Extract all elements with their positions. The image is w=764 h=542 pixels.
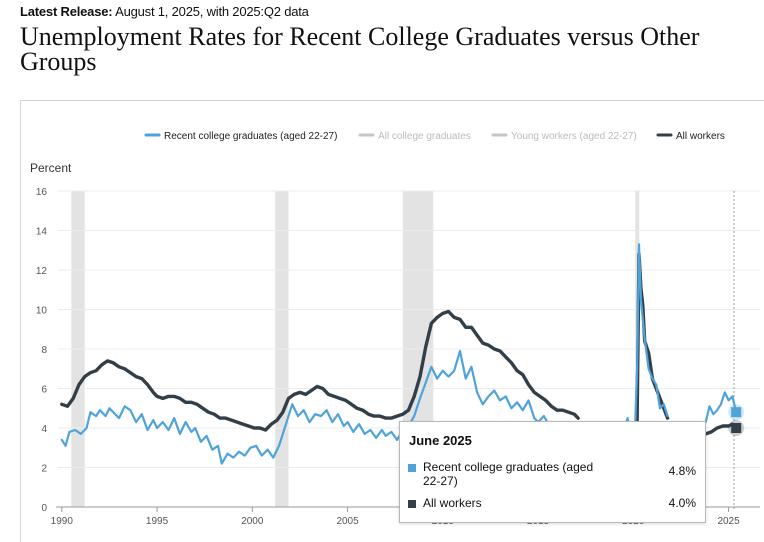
legend-label: All workers	[676, 131, 725, 142]
recent-grads-swatch	[408, 464, 416, 472]
legend-label: Recent college graduates (aged 22-27)	[164, 131, 337, 142]
hover-tooltip: June 2025 Recent college graduates (aged…	[399, 421, 706, 523]
release-value: August 1, 2025, with 2025:Q2 data	[115, 4, 309, 19]
y-tick-label: 8	[41, 345, 47, 356]
tooltip-row-all-workers: All workers 4.0%	[408, 496, 696, 512]
x-tick-label: 2025	[717, 516, 740, 527]
y-tick-label: 16	[36, 187, 48, 198]
legend: Recent college graduates (aged 22-27) All…	[144, 131, 725, 142]
tooltip-value: 4.8%	[668, 464, 696, 478]
y-axis-label: Percent	[30, 161, 72, 175]
legend-label: All college graduates	[378, 131, 471, 142]
tooltip-label: All workers	[423, 496, 482, 510]
tooltip-title: June 2025	[409, 433, 472, 448]
release-label: Latest Release:	[20, 4, 113, 19]
page-title: Unemployment Rates for Recent College Gr…	[20, 22, 700, 76]
y-tick-label: 12	[36, 266, 48, 277]
latest-release-line: Latest Release: August 1, 2025, with 202…	[20, 4, 309, 19]
x-tick-label: 2000	[241, 516, 264, 527]
tooltip-label: Recent college graduates (aged 22-27)	[423, 460, 594, 488]
all-workers-swatch	[408, 500, 416, 508]
hover-marker	[731, 423, 742, 433]
y-tick-label: 2	[41, 464, 47, 475]
x-tick-label: 2005	[336, 516, 359, 527]
y-tick-label: 6	[41, 385, 47, 396]
tooltip-row-recent-grads: Recent college graduates (aged 22-27) 4.…	[408, 460, 696, 490]
grid-lines: 0 2 4 6 8 10 12 14 16	[36, 187, 760, 514]
y-tick-label: 4	[41, 424, 47, 435]
y-tick-label: 0	[41, 503, 47, 514]
y-tick-label: 14	[36, 227, 48, 238]
x-tick-label: 1995	[146, 516, 169, 527]
x-tick-label: 1990	[51, 516, 74, 527]
hover-marker	[731, 407, 742, 418]
y-tick-label: 10	[36, 306, 48, 317]
hover-markers	[728, 404, 745, 436]
series-lines	[60, 243, 738, 465]
tooltip-value: 4.0%	[668, 496, 696, 510]
legend-label: Young workers (aged 22-27)	[511, 131, 637, 142]
